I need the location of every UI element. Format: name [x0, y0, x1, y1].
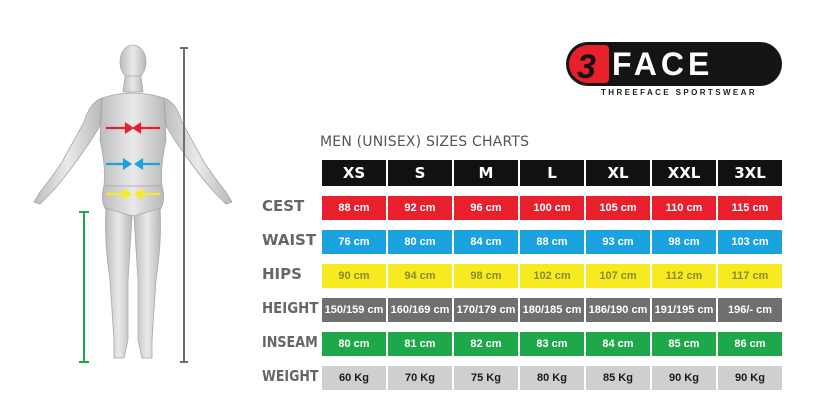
- row-spacer: [322, 186, 782, 196]
- cell-height-xs: 150/159 cm: [322, 298, 386, 322]
- cell-weight-l: 80 Kg: [520, 366, 584, 390]
- waist-arrows: [106, 157, 160, 171]
- table-row-inseam: 80 cm 81 cm 82 cm 83 cm 84 cm 85 cm 86 cm: [322, 332, 782, 356]
- row-label-weight: WEIGHT: [262, 367, 319, 385]
- cell-height-m: 170/179 cm: [454, 298, 518, 322]
- row-spacer: [322, 220, 782, 230]
- cell-weight-xl: 85 Kg: [586, 366, 650, 390]
- height-indicator: [180, 47, 188, 363]
- size-header-xl: XL: [586, 160, 650, 186]
- table-row-height: 150/159 cm 160/169 cm 170/179 cm 180/185 cm…: [322, 298, 782, 322]
- table-row-weight: 60 Kg 70 Kg 75 Kg 80 Kg 85 Kg 90 Kg 90 Kg: [322, 366, 782, 390]
- cell-hips-xs: 90 cm: [322, 264, 386, 288]
- inseam-indicator: [79, 211, 89, 363]
- cell-waist-3xl: 103 cm: [718, 230, 782, 254]
- table-row-cest: 88 cm 92 cm 96 cm 100 cm 105 cm 110 cm 115 cm: [322, 196, 782, 220]
- cell-hips-l: 102 cm: [520, 264, 584, 288]
- cell-height-l: 180/185 cm: [520, 298, 584, 322]
- cell-hips-xxl: 112 cm: [652, 264, 716, 288]
- logo-mark: 3 FACE: [566, 42, 782, 86]
- cell-cest-l: 100 cm: [520, 196, 584, 220]
- size-chart-table: XS S M L XL XXL 3XL 88 cm 92 cm 96 cm 100 cm 105 c…: [320, 160, 784, 390]
- row-label-inseam: INSEAM: [262, 333, 318, 351]
- cell-waist-xl: 93 cm: [586, 230, 650, 254]
- size-header-xs: XS: [322, 160, 386, 186]
- cell-weight-m: 75 Kg: [454, 366, 518, 390]
- cell-waist-xs: 76 cm: [322, 230, 386, 254]
- body-measurement-figure: [33, 44, 233, 363]
- cell-cest-s: 92 cm: [388, 196, 452, 220]
- logo-wordmark: FACE: [612, 46, 714, 82]
- cell-cest-xl: 105 cm: [586, 196, 650, 220]
- cell-inseam-s: 81 cm: [388, 332, 452, 356]
- cell-cest-3xl: 115 cm: [718, 196, 782, 220]
- cell-waist-l: 88 cm: [520, 230, 584, 254]
- cell-inseam-xl: 84 cm: [586, 332, 650, 356]
- row-spacer: [322, 356, 782, 366]
- cell-cest-m: 96 cm: [454, 196, 518, 220]
- cell-inseam-3xl: 86 cm: [718, 332, 782, 356]
- row-spacer: [322, 254, 782, 264]
- cell-cest-xs: 88 cm: [322, 196, 386, 220]
- row-spacer: [322, 288, 782, 298]
- cell-hips-xl: 107 cm: [586, 264, 650, 288]
- mannequin: [33, 44, 233, 359]
- size-table-body: 88 cm 92 cm 96 cm 100 cm 105 cm 110 cm 115 cm 7…: [322, 186, 782, 390]
- size-header-row: XS S M L XL XXL 3XL: [322, 160, 782, 186]
- cell-weight-xs: 60 Kg: [322, 366, 386, 390]
- cell-weight-s: 70 Kg: [388, 366, 452, 390]
- chart-title: MEN (UNISEX) SIZES CHARTS: [320, 134, 530, 150]
- cell-height-xxl: 191/195 cm: [652, 298, 716, 322]
- size-header-s: S: [388, 160, 452, 186]
- cell-height-3xl: 196/- cm: [718, 298, 782, 322]
- hips-arrows: [106, 187, 160, 201]
- size-header-l: L: [520, 160, 584, 186]
- row-label-height: HEIGHT: [262, 299, 319, 317]
- cell-hips-s: 94 cm: [388, 264, 452, 288]
- chest-arrows: [106, 121, 160, 135]
- row-label-waist: WAIST: [262, 231, 317, 249]
- cell-inseam-m: 82 cm: [454, 332, 518, 356]
- cell-waist-s: 80 cm: [388, 230, 452, 254]
- cell-inseam-l: 83 cm: [520, 332, 584, 356]
- threeface-logo: 3 FACE THREEFACE SPORTSWEAR: [566, 42, 782, 100]
- table-row-waist: 76 cm 80 cm 84 cm 88 cm 93 cm 98 cm 103 cm: [322, 230, 782, 254]
- row-label-hips: HIPS: [262, 265, 302, 283]
- size-header-m: M: [454, 160, 518, 186]
- cell-weight-xxl: 90 Kg: [652, 366, 716, 390]
- size-header-3xl: 3XL: [718, 160, 782, 186]
- logo-tagline: THREEFACE SPORTSWEAR: [600, 88, 757, 97]
- cell-hips-m: 98 cm: [454, 264, 518, 288]
- cell-waist-m: 84 cm: [454, 230, 518, 254]
- row-spacer: [322, 322, 782, 332]
- cell-height-xl: 186/190 cm: [586, 298, 650, 322]
- cell-height-s: 160/169 cm: [388, 298, 452, 322]
- cell-weight-3xl: 90 Kg: [718, 366, 782, 390]
- cell-hips-3xl: 117 cm: [718, 264, 782, 288]
- size-header-xxl: XXL: [652, 160, 716, 186]
- table-row-hips: 90 cm 94 cm 98 cm 102 cm 107 cm 112 cm 117 cm: [322, 264, 782, 288]
- cell-inseam-xs: 80 cm: [322, 332, 386, 356]
- logo-digit: 3: [577, 48, 596, 86]
- cell-waist-xxl: 98 cm: [652, 230, 716, 254]
- cell-inseam-xxl: 85 cm: [652, 332, 716, 356]
- cell-cest-xxl: 110 cm: [652, 196, 716, 220]
- logo-badge: 3: [569, 45, 609, 86]
- row-label-cest: CEST: [262, 197, 305, 215]
